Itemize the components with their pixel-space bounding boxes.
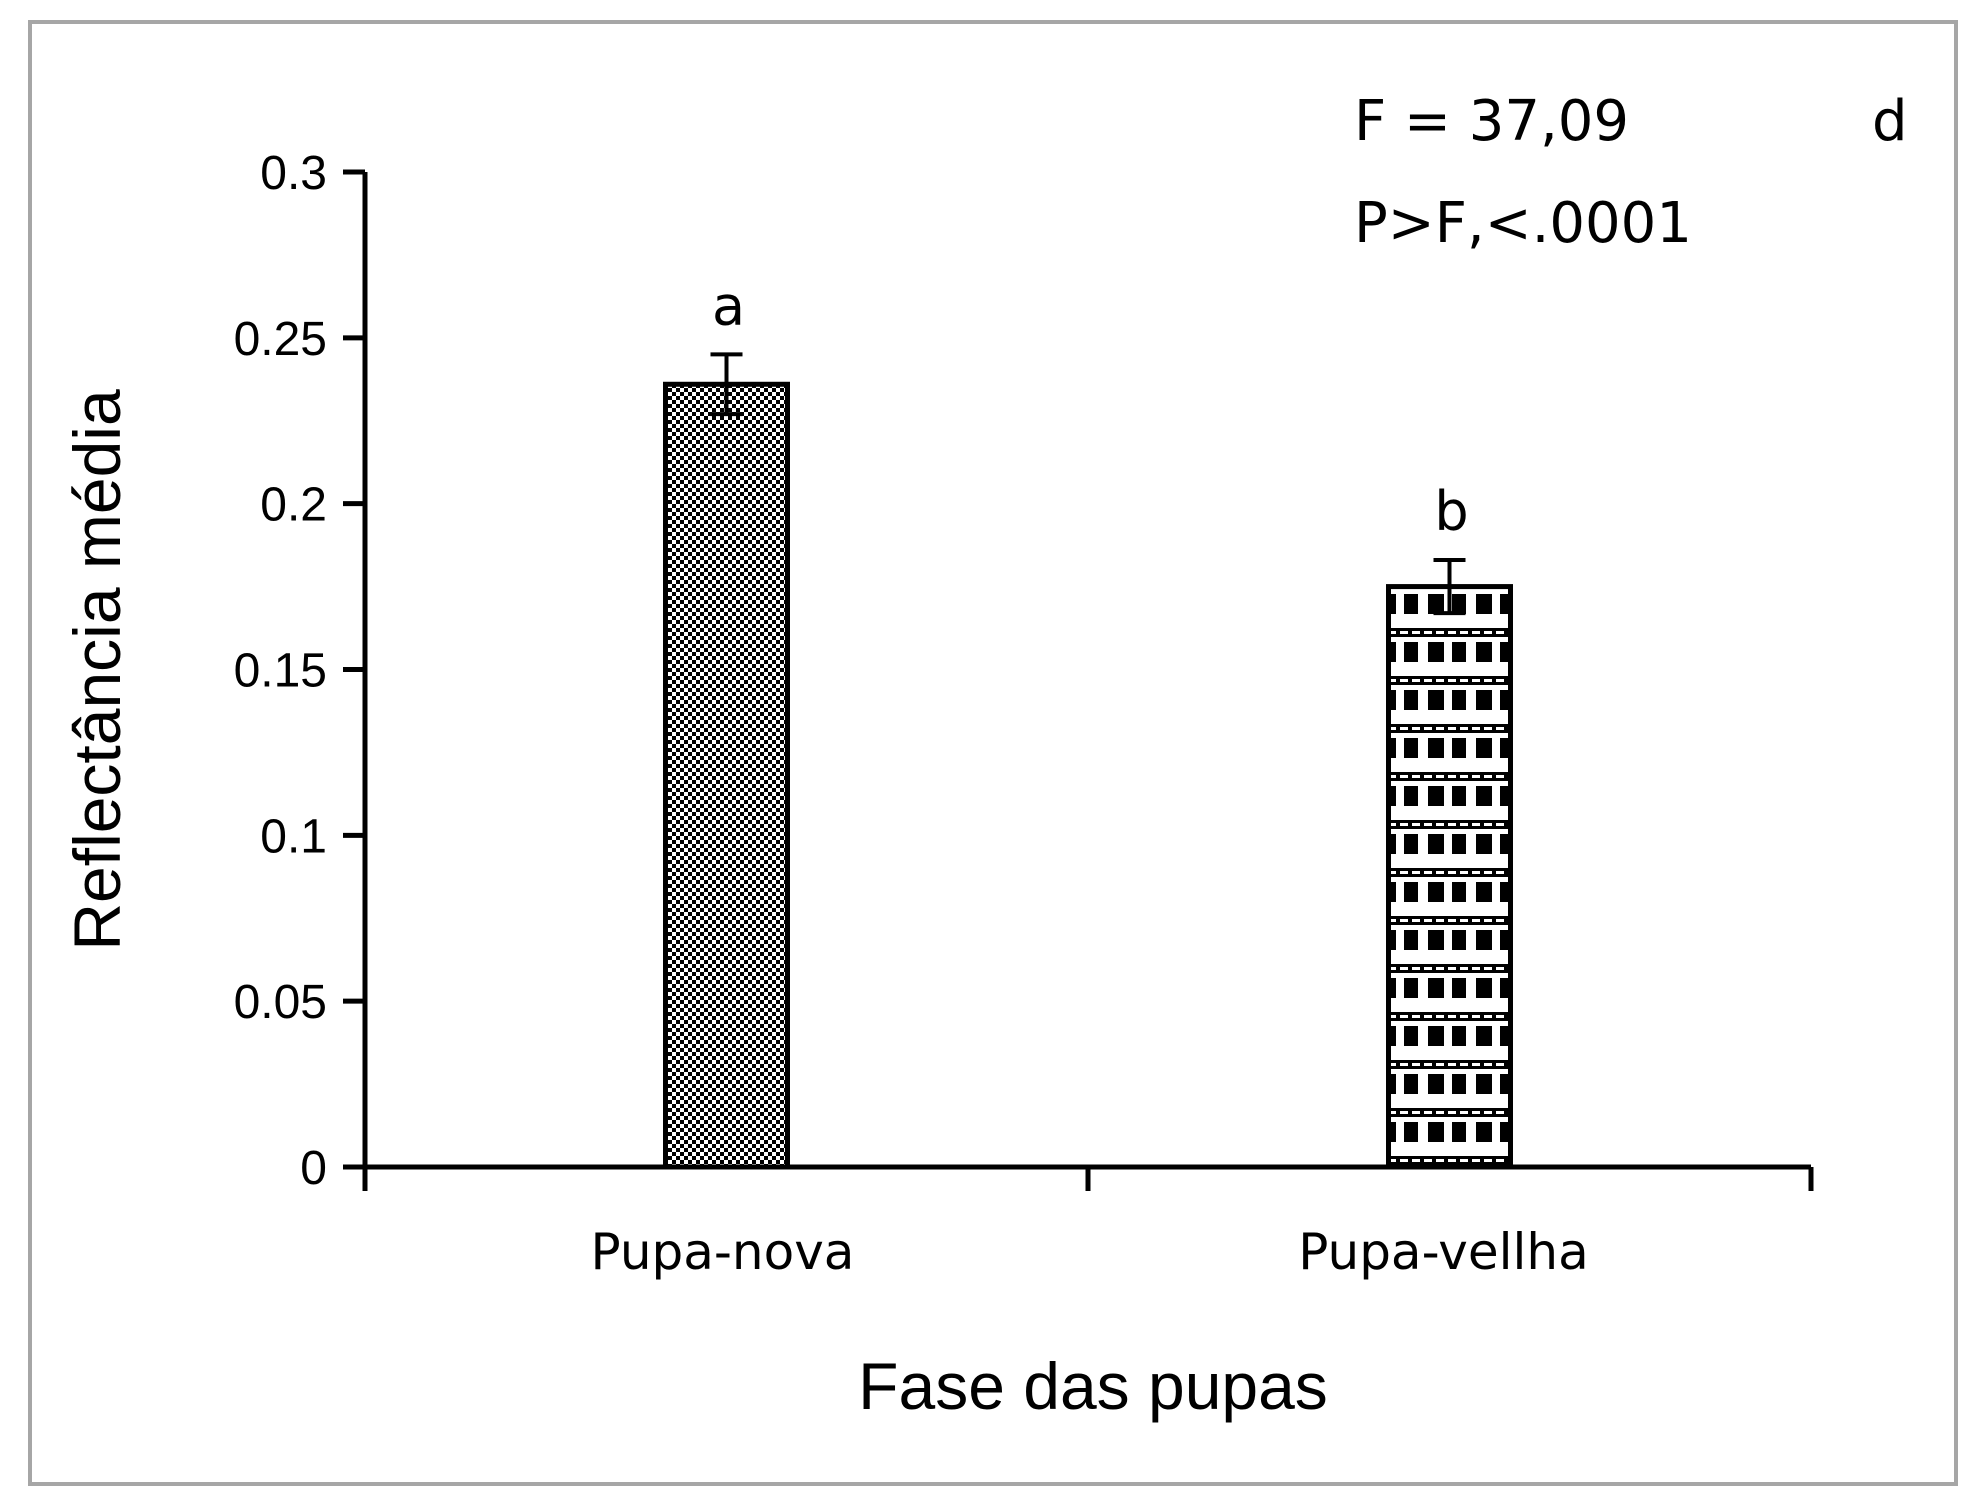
error-bar-pupa-vellha [1433,558,1466,616]
significance-letter: a [712,274,745,337]
category-label: Pupa-nova [591,1223,855,1281]
category-label: Pupa-vellha [1298,1223,1589,1281]
y-tick-label: 0 [300,1142,327,1195]
x-ticks [362,1167,1814,1191]
significance-letter: b [1434,480,1468,543]
y-tick-label: 0.25 [234,313,327,366]
chart-frame [28,20,1958,1486]
y-ticks: 0 0.05 0.1 0.15 0.2 0.25 0.3 [234,147,365,1195]
axes: 0 0.05 0.1 0.15 0.2 0.25 0.3 [234,147,1814,1195]
p-value: P>F,<.0001 [1354,191,1692,256]
y-tick-label: 0.05 [234,976,327,1029]
error-bar-pupa-nova [710,352,743,417]
bar-pupa-nova [663,381,790,1170]
significance-letters: ab [712,274,1469,543]
panel-letter: d [1872,89,1908,154]
y-axis-title: Reflectância média [60,389,134,951]
y-tick-label: 0.3 [260,147,327,200]
y-tick-label: 0.15 [234,645,327,698]
y-tick-label: 0.1 [260,810,327,863]
category-labels: Pupa-nova Pupa-vellha [591,1223,1589,1281]
x-axis-title: Fase das pupas [858,1349,1328,1423]
bar-pupa-vellha [1386,584,1513,1170]
bars [663,381,1513,1170]
y-tick-label: 0.2 [260,479,327,532]
error-bars [710,352,1466,616]
f-statistic: F = 37,09 [1354,89,1629,154]
